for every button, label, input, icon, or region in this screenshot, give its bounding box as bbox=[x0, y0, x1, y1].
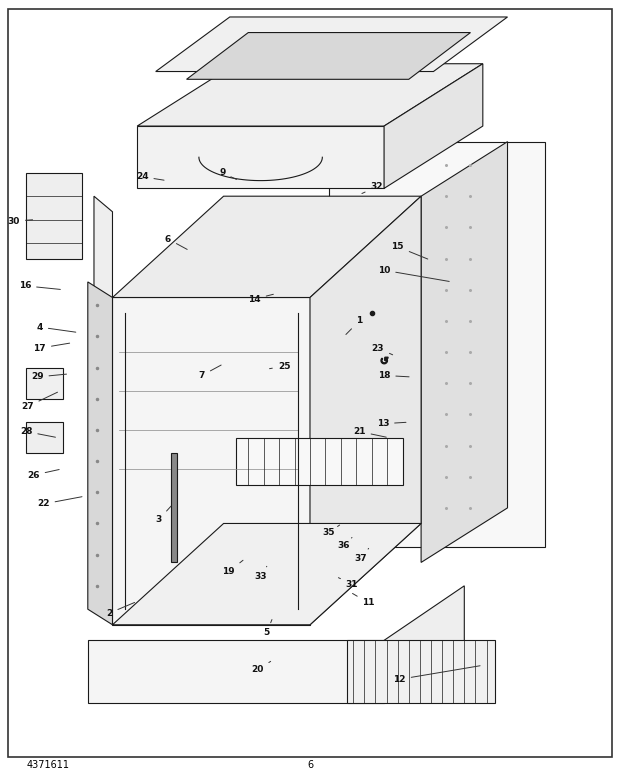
Text: 27: 27 bbox=[21, 393, 58, 411]
Text: 3: 3 bbox=[156, 506, 171, 524]
Polygon shape bbox=[171, 454, 177, 562]
Polygon shape bbox=[94, 196, 112, 562]
Text: 30: 30 bbox=[7, 217, 33, 226]
Polygon shape bbox=[187, 33, 471, 79]
Text: 21: 21 bbox=[353, 427, 386, 437]
Polygon shape bbox=[236, 438, 402, 485]
Text: 6: 6 bbox=[165, 235, 187, 249]
Polygon shape bbox=[137, 63, 483, 126]
Text: 29: 29 bbox=[31, 372, 66, 382]
Text: 9: 9 bbox=[219, 168, 236, 179]
Text: 4: 4 bbox=[37, 323, 76, 332]
Polygon shape bbox=[384, 63, 483, 188]
Text: 23: 23 bbox=[371, 343, 392, 355]
Text: 18: 18 bbox=[378, 371, 409, 380]
Text: 31: 31 bbox=[339, 578, 358, 589]
Text: 22: 22 bbox=[37, 497, 82, 508]
Text: 10: 10 bbox=[378, 266, 450, 282]
Text: 25: 25 bbox=[270, 361, 290, 371]
Polygon shape bbox=[26, 422, 63, 454]
Polygon shape bbox=[112, 297, 310, 625]
Text: 16: 16 bbox=[19, 282, 60, 290]
Text: 7: 7 bbox=[199, 365, 221, 380]
Text: 12: 12 bbox=[393, 665, 480, 683]
Text: 1: 1 bbox=[346, 317, 363, 335]
Text: 28: 28 bbox=[20, 427, 55, 437]
Text: 4371611: 4371611 bbox=[26, 760, 69, 770]
Text: 33: 33 bbox=[254, 566, 267, 581]
Text: For Model: FGP357YW0: For Model: FGP357YW0 bbox=[246, 51, 374, 61]
Polygon shape bbox=[310, 196, 421, 625]
Text: 5: 5 bbox=[264, 619, 272, 637]
Text: 2: 2 bbox=[106, 602, 135, 618]
Text: 20: 20 bbox=[251, 662, 271, 674]
Text: 6: 6 bbox=[307, 760, 313, 770]
Text: 36: 36 bbox=[338, 537, 352, 550]
Text: 32: 32 bbox=[362, 182, 383, 193]
Text: 19: 19 bbox=[222, 560, 243, 576]
Text: 14: 14 bbox=[248, 294, 273, 303]
Text: 37: 37 bbox=[354, 548, 369, 563]
Text: 17: 17 bbox=[33, 343, 69, 353]
Text: OVEN PARTS: OVEN PARTS bbox=[252, 35, 368, 53]
Text: 13: 13 bbox=[376, 419, 406, 429]
Polygon shape bbox=[329, 142, 544, 547]
Polygon shape bbox=[347, 640, 495, 703]
Polygon shape bbox=[384, 586, 464, 703]
Polygon shape bbox=[156, 17, 508, 71]
Polygon shape bbox=[112, 196, 421, 297]
Text: 11: 11 bbox=[353, 594, 375, 608]
Polygon shape bbox=[26, 368, 63, 399]
Polygon shape bbox=[421, 142, 508, 562]
Polygon shape bbox=[112, 523, 421, 625]
Text: 35: 35 bbox=[322, 525, 340, 537]
Polygon shape bbox=[137, 126, 384, 188]
Text: 15: 15 bbox=[391, 242, 428, 259]
Text: 24: 24 bbox=[136, 172, 164, 181]
Polygon shape bbox=[88, 640, 384, 703]
Polygon shape bbox=[26, 173, 82, 259]
Polygon shape bbox=[88, 282, 112, 625]
Text: 26: 26 bbox=[27, 469, 59, 479]
Polygon shape bbox=[97, 297, 115, 609]
